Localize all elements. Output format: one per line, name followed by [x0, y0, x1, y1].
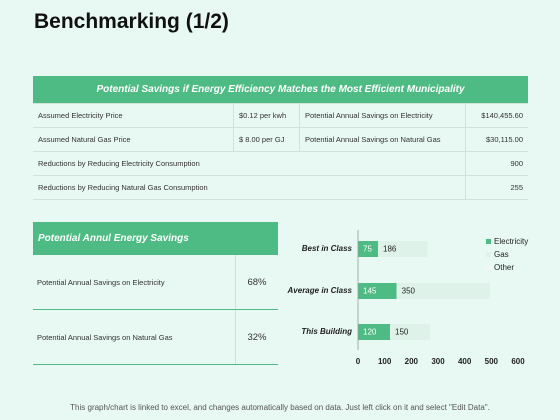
x-tick-label: 600	[511, 357, 525, 366]
benchmark-bar-chart: Best in Class Average in Class This Buildi…	[287, 230, 528, 366]
table-cell-label: Reductions by Reducing Natural Gas Consu…	[33, 175, 466, 200]
table-cell-label: Assumed Natural Gas Price	[33, 127, 234, 152]
data-label: 350	[402, 287, 416, 296]
table-row: Assumed Natural Gas Price $ 8.00 per GJ …	[33, 127, 528, 152]
data-label: 186	[383, 245, 397, 254]
data-label: 120	[363, 328, 377, 337]
energy-savings-header: Potential Annul Energy Savings	[33, 222, 278, 255]
bar-gas	[396, 283, 490, 299]
bar-electricity	[358, 241, 378, 257]
legend-label: Gas	[494, 250, 509, 259]
table-cell-label2: Potential Annual Savings on Electricity	[299, 103, 466, 128]
category-label: This Building	[301, 327, 352, 336]
bar-electricity	[358, 324, 390, 340]
savings-table: Potential Savings if Energy Efficiency M…	[33, 76, 528, 200]
x-tick-label: 500	[485, 357, 499, 366]
table-cell-value2: 900	[465, 151, 528, 176]
x-tick-label: 300	[431, 357, 445, 366]
savings-table-header: Potential Savings if Energy Efficiency M…	[33, 76, 528, 104]
category-label: Best in Class	[302, 244, 353, 253]
energy-savings-panel: Potential Annul Energy Savings Potential…	[33, 222, 278, 365]
table-row: Potential Annual Savings on Electricity …	[33, 255, 278, 310]
x-tick-label: 200	[405, 357, 419, 366]
table-cell-label: Assumed Electricity Price	[33, 103, 234, 128]
legend-label: Electricity	[494, 237, 528, 246]
x-tick-label: 100	[378, 357, 392, 366]
savings-percent: 68%	[235, 255, 278, 310]
footer-note: This graph/chart is linked to excel, and…	[70, 403, 490, 412]
table-cell-value2: $140,455.60	[465, 103, 528, 128]
savings-percent: 32%	[235, 309, 278, 365]
category-label: Average in Class	[287, 286, 353, 295]
x-tick-label: 400	[458, 357, 472, 366]
table-row: Potential Annual Savings on Natural Gas …	[33, 309, 278, 365]
table-cell-label2: Potential Annual Savings on Natural Gas	[299, 127, 466, 152]
data-label: 150	[395, 328, 409, 337]
table-cell-value2: $30,115.00	[465, 127, 528, 152]
savings-label: Potential Annual Savings on Electricity	[33, 255, 236, 310]
table-row: Reductions by Reducing Natural Gas Consu…	[33, 175, 528, 200]
legend-swatch	[486, 265, 491, 270]
bar-electricity	[358, 283, 397, 299]
savings-label: Potential Annual Savings on Natural Gas	[33, 309, 236, 365]
energy-savings-table: Potential Annual Savings on Electricity …	[33, 255, 278, 365]
data-label: 75	[363, 245, 372, 254]
legend-label: Other	[494, 263, 514, 272]
bar-gas	[378, 241, 428, 257]
data-label: 145	[363, 287, 377, 296]
table-cell-label: Reductions by Reducing Electricity Consu…	[33, 151, 466, 176]
table-cell-value2: 255	[465, 175, 528, 200]
table-cell-value: $ 8.00 per GJ	[233, 127, 300, 152]
page-title: Benchmarking (1/2)	[34, 10, 229, 33]
legend-swatch	[486, 252, 491, 257]
table-row: Reductions by Reducing Electricity Consu…	[33, 151, 528, 176]
legend-swatch	[486, 239, 491, 244]
table-row: Assumed Electricity Price $0.12 per kwh …	[33, 103, 528, 128]
savings-table-header-row: Potential Savings if Energy Efficiency M…	[33, 76, 528, 104]
x-tick-label: 0	[356, 357, 361, 366]
bar-gas	[390, 324, 430, 340]
table-cell-value: $0.12 per kwh	[233, 103, 300, 128]
